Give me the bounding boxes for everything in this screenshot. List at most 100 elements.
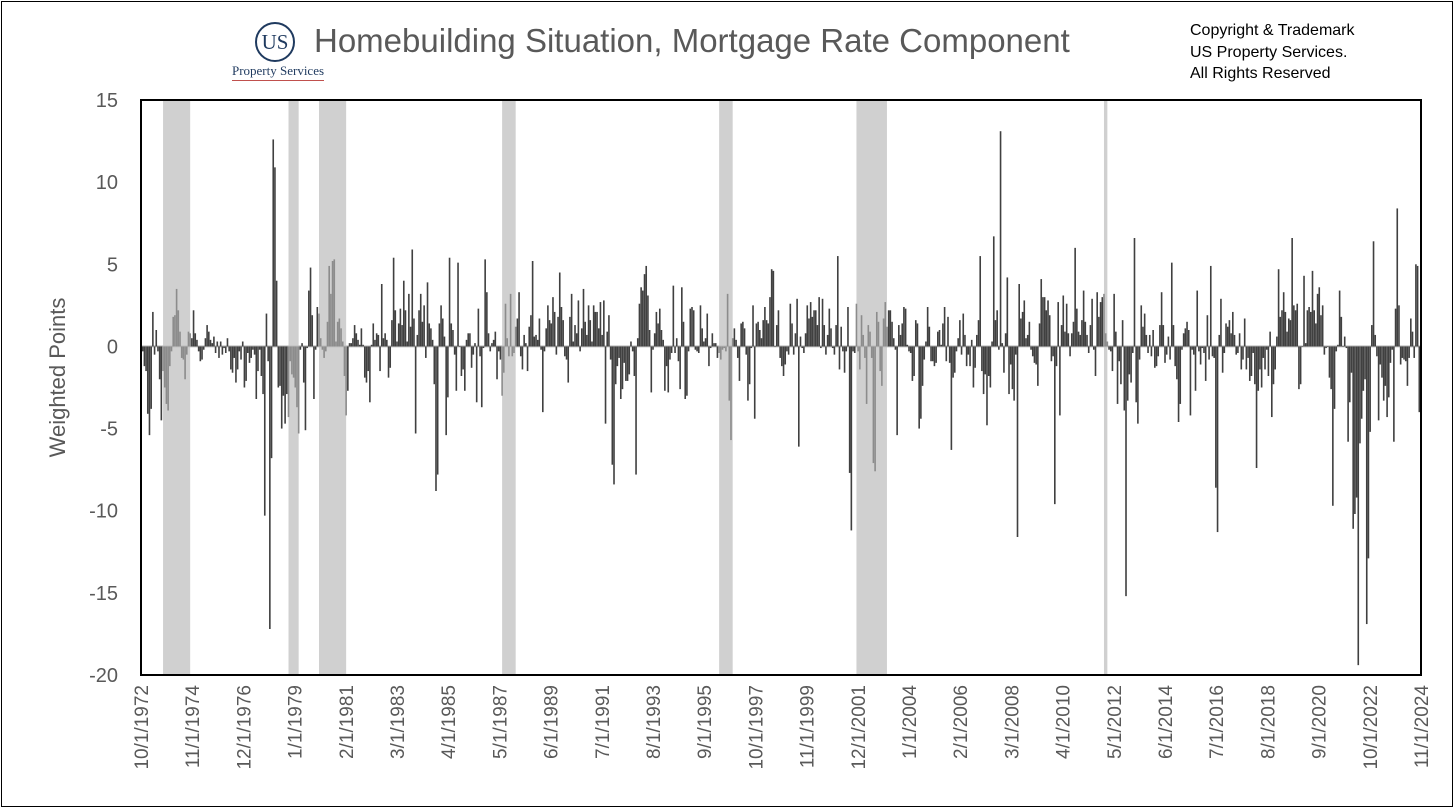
data-bar (652, 346, 654, 350)
data-bar (240, 346, 242, 360)
data-bar (1313, 310, 1315, 347)
x-tick-label: 12/1/1976 (234, 685, 255, 770)
data-bar (1176, 346, 1178, 380)
data-bar (909, 346, 912, 353)
data-bar (1094, 346, 1097, 376)
data-bar (347, 346, 349, 391)
data-bar (587, 305, 590, 347)
data-bar (204, 338, 207, 347)
data-bar (911, 346, 914, 381)
data-bar (1194, 346, 1197, 391)
data-bar (1028, 321, 1031, 347)
data-bar (1111, 346, 1114, 372)
data-bar (809, 302, 812, 347)
data-bar (840, 326, 842, 347)
data-bar (274, 167, 276, 347)
data-bar (421, 321, 424, 347)
x-tick-label: 2/1/2006 (951, 685, 972, 759)
data-bar (163, 346, 166, 388)
data-bar (847, 307, 849, 347)
data-bar (1311, 270, 1314, 347)
data-bar (155, 330, 158, 347)
data-bar (230, 346, 232, 370)
data-bar (959, 320, 961, 347)
data-bar (826, 334, 829, 347)
data-bar (799, 336, 802, 347)
data-bar (443, 336, 446, 347)
data-bar (1193, 346, 1195, 355)
data-bar (372, 323, 375, 347)
data-bar (235, 346, 237, 383)
data-bar (291, 346, 293, 375)
data-bar (1096, 292, 1098, 347)
data-bar (925, 341, 927, 347)
data-bar (697, 346, 700, 353)
data-bar (1332, 346, 1334, 506)
data-bar (1109, 346, 1112, 352)
data-bar (363, 346, 366, 378)
data-bar (1242, 346, 1244, 360)
data-bar (441, 318, 444, 347)
data-bar (604, 346, 607, 424)
data-bar (1089, 325, 1092, 347)
data-bar (503, 346, 505, 373)
data-bar (1013, 346, 1015, 401)
data-bar (1052, 346, 1054, 357)
data-bar (623, 346, 625, 363)
copyright-line: US Property Services. (1190, 43, 1348, 61)
data-bar (836, 256, 839, 347)
data-bar (1106, 341, 1109, 347)
data-bar (543, 346, 546, 352)
data-bar (308, 290, 310, 347)
data-bar (343, 346, 346, 376)
data-bar (1199, 346, 1202, 365)
data-bar (962, 313, 965, 347)
data-bar (1023, 300, 1026, 347)
data-bar (384, 333, 386, 347)
data-bar (923, 346, 926, 360)
data-bar (1203, 346, 1205, 353)
data-bar (814, 310, 817, 347)
data-bar (1348, 346, 1351, 403)
data-bar (852, 346, 854, 352)
data-bar (918, 346, 920, 429)
data-bar (270, 346, 273, 459)
data-bar (898, 325, 900, 347)
data-bar (1286, 331, 1288, 347)
data-bar (311, 315, 314, 347)
data-bar (560, 307, 563, 347)
data-bar (370, 344, 373, 347)
data-bar (1142, 326, 1144, 347)
data-bar (706, 313, 709, 347)
data-bar (891, 321, 893, 347)
data-bar (796, 298, 798, 347)
data-bar (257, 346, 259, 372)
data-bar (1416, 265, 1419, 347)
data-bar (392, 257, 395, 347)
data-bar (226, 338, 229, 347)
x-tick-label: 6/1/2014 (1156, 685, 1177, 759)
data-bar (1330, 346, 1332, 390)
data-bar (1189, 346, 1192, 416)
data-bar (1006, 277, 1009, 347)
data-bar (1398, 305, 1400, 347)
data-bar (262, 346, 264, 395)
data-bar (747, 346, 749, 401)
data-bar (955, 346, 958, 352)
data-bar (677, 346, 680, 362)
data-bar (1411, 331, 1414, 347)
data-bar (1172, 325, 1175, 347)
copyright-line: Copyright & Trademark (1190, 22, 1355, 39)
data-bar (216, 341, 219, 347)
data-bar (401, 325, 403, 347)
data-bar (1240, 346, 1243, 370)
data-bar (765, 320, 768, 347)
y-tick-label: 0 (107, 336, 118, 358)
data-bar (430, 328, 432, 347)
data-bar (480, 346, 483, 408)
data-bar (981, 346, 983, 372)
data-bar (1345, 346, 1348, 349)
data-bar (1237, 346, 1239, 353)
recession-band (856, 100, 887, 675)
data-bar (804, 333, 807, 347)
